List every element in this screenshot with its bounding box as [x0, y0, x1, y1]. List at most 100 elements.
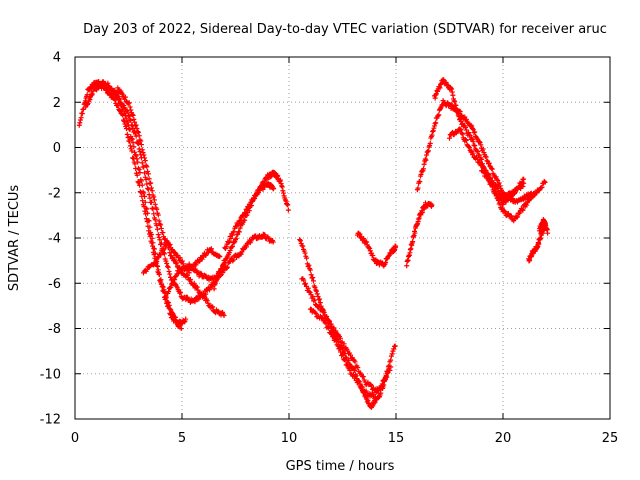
data-point	[152, 259, 158, 265]
data-point	[285, 207, 291, 213]
data-point	[143, 177, 149, 183]
data-point	[279, 184, 285, 190]
data-point	[238, 251, 244, 257]
data-point	[448, 85, 454, 91]
data-point	[151, 252, 157, 258]
data-point	[90, 88, 96, 94]
data-point	[166, 300, 172, 306]
data-point	[204, 298, 210, 304]
data-point	[164, 260, 170, 266]
data-point	[205, 300, 211, 306]
data-point	[159, 283, 165, 289]
data-point	[457, 116, 463, 122]
data-point	[425, 148, 431, 154]
data-point	[362, 392, 368, 398]
data-point	[198, 271, 204, 277]
data-point	[388, 357, 394, 363]
data-point	[130, 155, 136, 161]
data-point	[136, 180, 142, 186]
data-point	[432, 121, 438, 127]
data-point	[158, 277, 164, 283]
data-point	[335, 343, 341, 349]
data-point	[131, 144, 137, 150]
data-point	[313, 311, 319, 317]
data-point	[412, 230, 418, 236]
data-point	[421, 161, 427, 167]
data-point	[475, 148, 481, 154]
data-point	[133, 153, 139, 159]
data-point	[216, 273, 222, 279]
data-point	[142, 155, 148, 161]
data-point	[213, 280, 219, 286]
data-point	[132, 161, 138, 167]
data-point	[122, 121, 128, 127]
data-point	[196, 296, 202, 302]
data-point	[480, 146, 486, 152]
data-point	[387, 367, 393, 373]
data-point	[139, 147, 145, 153]
data-point	[471, 130, 477, 136]
data-point	[221, 313, 227, 319]
data-point	[221, 260, 227, 266]
data-point	[383, 259, 389, 265]
data-point	[417, 179, 423, 185]
y-tick-label: -2	[48, 186, 61, 201]
data-point	[432, 123, 438, 129]
data-point	[166, 268, 172, 274]
data-point	[137, 182, 143, 188]
data-point	[355, 365, 361, 371]
data-point	[187, 276, 193, 282]
data-point	[429, 132, 435, 138]
data-point	[463, 137, 469, 143]
data-point	[177, 289, 183, 295]
data-point	[310, 275, 316, 281]
data-point	[328, 321, 334, 327]
data-point	[435, 88, 441, 94]
data-point	[147, 233, 153, 239]
y-tick-label: 0	[53, 141, 61, 156]
data-point	[384, 374, 390, 380]
data-point	[129, 148, 135, 154]
data-point	[300, 243, 306, 249]
data-point	[436, 112, 442, 118]
data-point	[360, 374, 366, 380]
data-point	[135, 129, 141, 135]
data-point	[333, 328, 339, 334]
data-point	[524, 202, 530, 208]
data-point	[241, 213, 247, 219]
data-point	[139, 160, 145, 166]
data-point	[143, 211, 149, 217]
data-point	[132, 128, 138, 134]
data-point	[326, 325, 332, 331]
data-point	[152, 201, 158, 207]
data-point	[170, 280, 176, 286]
data-point	[131, 116, 137, 122]
data-point	[307, 267, 313, 273]
chart-title: Day 203 of 2022, Sidereal Day-to-day VTE…	[83, 22, 607, 37]
data-point	[303, 281, 309, 287]
data-point	[492, 185, 498, 191]
data-point	[160, 230, 166, 236]
data-point	[147, 195, 153, 201]
data-point	[138, 189, 144, 195]
data-point	[223, 244, 229, 250]
data-point	[127, 138, 133, 144]
data-point	[314, 288, 320, 294]
data-point	[410, 239, 416, 245]
data-point	[142, 158, 148, 164]
data-point	[154, 223, 160, 229]
data-point	[330, 333, 336, 339]
y-axis-label: SDTVAR / TECUs	[7, 185, 22, 292]
data-point	[141, 152, 147, 158]
data-point	[483, 154, 489, 160]
data-point	[493, 188, 499, 194]
data-point	[440, 76, 446, 82]
data-point	[463, 137, 469, 143]
data-point	[421, 166, 427, 172]
data-point	[341, 341, 347, 347]
data-point	[217, 254, 223, 260]
data-point	[116, 97, 122, 103]
data-point	[144, 266, 150, 272]
data-point	[158, 252, 164, 258]
data-point	[361, 388, 367, 394]
